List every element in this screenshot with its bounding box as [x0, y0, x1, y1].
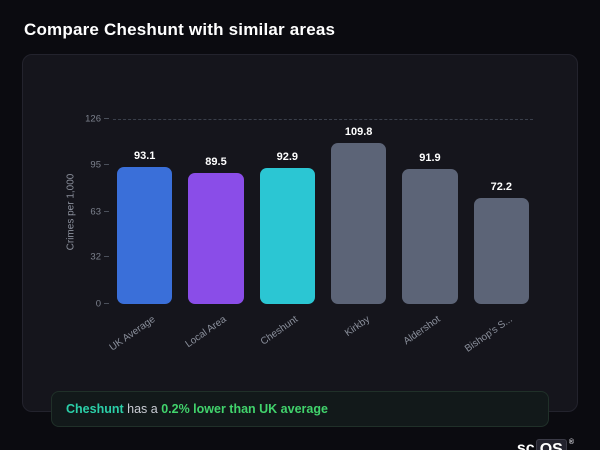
logo-prefix: sc [516, 440, 535, 450]
x-axis-label: Bishop's S... [462, 314, 515, 355]
bar-slot: 72.2 Bishop's S... [463, 119, 529, 355]
y-tick-mark [104, 303, 109, 304]
y-tick-label: 32 [90, 251, 101, 263]
bar-uk-average[interactable] [117, 167, 173, 304]
bar-value-label: 91.9 [419, 152, 441, 165]
y-axis-title: Crimes per 1,000 [65, 173, 77, 250]
bar-local-area[interactable] [188, 172, 244, 304]
top-gridline [113, 119, 533, 120]
bar-bishop-s-s-[interactable] [473, 198, 529, 304]
comparison-note-connector: has a [127, 402, 158, 416]
y-tick-mark [104, 118, 109, 119]
bar-kirkby[interactable] [330, 142, 387, 304]
chart-card: Crimes per 1,000 93.1 UK Average 89.5 Local… [22, 54, 578, 427]
plot-area: Crimes per 1,000 93.1 UK Average 89.5 Local… [66, 114, 533, 355]
comparison-note-area: Cheshunt [66, 402, 124, 416]
bar-value-label: 93.1 [133, 150, 156, 163]
bar-slot: 93.1 UK Average [108, 119, 173, 354]
y-tick-label: 0 [95, 298, 101, 310]
bar-value-label: 72.2 [490, 181, 513, 193]
y-tick-label: 126 [85, 113, 101, 125]
bars-container: 93.1 UK Average 89.5 Local Area 92.9 Cheshunt… [108, 119, 533, 355]
page-title: Compare Cheshunt with similar areas [24, 20, 336, 39]
bar-slot: 89.5 Local Area [184, 119, 244, 350]
bar-slot: 109.8 Kirkby [330, 119, 387, 339]
y-tick-mark [104, 163, 109, 165]
y-tick-mark [104, 256, 109, 258]
bar-slot: 91.9 Aldershot [402, 119, 458, 347]
comparison-note-stat: 0.2% lower than UK average [161, 402, 328, 416]
bar-slot: 92.9 Cheshunt [259, 119, 315, 348]
x-axis-label: Cheshunt [258, 314, 301, 348]
x-axis-label: Local Area [183, 314, 229, 351]
scos-logo: sc OS ® [516, 438, 574, 450]
bar-value-label: 109.8 [344, 125, 373, 138]
bar-aldershot[interactable] [402, 169, 458, 304]
logo-box: OS [535, 438, 567, 450]
x-axis-label: Aldershot [402, 314, 443, 348]
x-axis-label: UK Average [107, 314, 158, 354]
y-tick-label: 63 [90, 206, 101, 217]
y-tick-mark [104, 210, 109, 212]
comparison-note: Cheshunt has a 0.2% lower than UK averag… [51, 391, 549, 427]
x-axis-label: Kirkby [342, 314, 372, 339]
y-tick-label: 95 [90, 159, 101, 171]
bar-value-label: 92.9 [276, 150, 299, 163]
bar-chart: Crimes per 1,000 93.1 UK Average 89.5 Local… [51, 95, 549, 355]
bar-value-label: 89.5 [205, 155, 227, 168]
bar-cheshunt[interactable] [259, 167, 315, 304]
registered-mark: ® [568, 438, 574, 446]
